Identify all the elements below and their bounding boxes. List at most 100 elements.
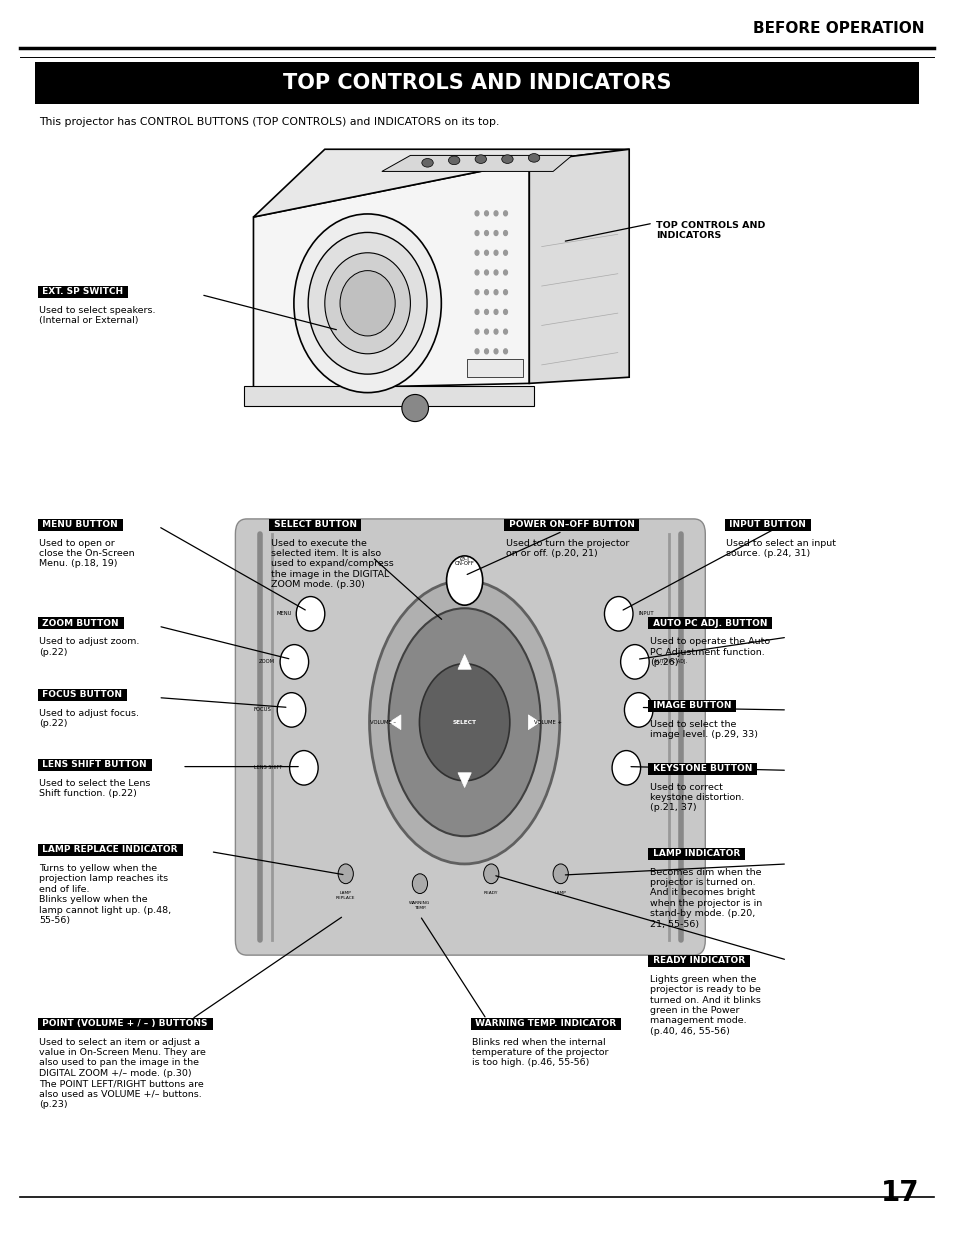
Text: FOCUS BUTTON: FOCUS BUTTON: [39, 690, 126, 699]
Text: LAMP INDICATOR: LAMP INDICATOR: [649, 850, 742, 858]
Ellipse shape: [296, 597, 324, 631]
Circle shape: [475, 330, 478, 335]
Circle shape: [475, 290, 478, 295]
Text: Used to select the Lens
Shift function. (p.22): Used to select the Lens Shift function. …: [39, 779, 151, 798]
Circle shape: [494, 251, 497, 256]
Ellipse shape: [624, 693, 652, 727]
Text: ZOOM: ZOOM: [259, 659, 275, 664]
Circle shape: [503, 310, 507, 315]
Ellipse shape: [448, 156, 459, 164]
Circle shape: [503, 231, 507, 236]
Circle shape: [475, 231, 478, 236]
Circle shape: [503, 251, 507, 256]
Ellipse shape: [620, 645, 648, 679]
Polygon shape: [457, 655, 471, 669]
Text: POWER ON–OFF BUTTON: POWER ON–OFF BUTTON: [505, 520, 637, 529]
Text: READY INDICATOR: READY INDICATOR: [649, 956, 747, 966]
Text: IMAGE BUTTON: IMAGE BUTTON: [649, 701, 734, 710]
Circle shape: [503, 211, 507, 216]
FancyBboxPatch shape: [34, 62, 919, 104]
Polygon shape: [253, 149, 629, 217]
Circle shape: [475, 348, 478, 353]
Text: Used to open or
close the On-Screen
Menu. (p.18, 19): Used to open or close the On-Screen Menu…: [39, 538, 135, 568]
Text: KEYSTONE: KEYSTONE: [646, 766, 673, 771]
Text: LAMP: LAMP: [555, 892, 566, 895]
Text: READY: READY: [483, 892, 497, 895]
Text: POINT (VOLUME + / – ) BUTTONS: POINT (VOLUME + / – ) BUTTONS: [39, 1019, 211, 1029]
Circle shape: [503, 330, 507, 335]
Text: Used to turn the projector
on or off. (p.20, 21): Used to turn the projector on or off. (p…: [505, 538, 628, 558]
Polygon shape: [253, 162, 529, 389]
Circle shape: [484, 368, 488, 373]
Polygon shape: [389, 715, 400, 730]
Text: Blinks red when the internal
temperature of the projector
is too high. (p.46, 55: Blinks red when the internal temperature…: [472, 1037, 608, 1067]
Circle shape: [484, 348, 488, 353]
Ellipse shape: [277, 693, 306, 727]
Text: Becomes dim when the
projector is turned on.
And it becomes bright
when the proj: Becomes dim when the projector is turned…: [649, 868, 761, 929]
Text: WARNING TEMP. INDICATOR: WARNING TEMP. INDICATOR: [472, 1019, 618, 1029]
Text: Lights green when the
projector is ready to be
turned on. And it blinks
green in: Lights green when the projector is ready…: [649, 974, 760, 1036]
Text: LAMP REPLACE INDICATOR: LAMP REPLACE INDICATOR: [39, 846, 181, 855]
Circle shape: [475, 310, 478, 315]
Circle shape: [503, 368, 507, 373]
FancyBboxPatch shape: [235, 519, 704, 955]
Ellipse shape: [528, 153, 539, 162]
Text: IMAGE: IMAGE: [658, 708, 675, 713]
Text: LENS SHIFT BUTTON: LENS SHIFT BUTTON: [39, 761, 150, 769]
Circle shape: [484, 251, 488, 256]
Circle shape: [494, 310, 497, 315]
Text: Used to operate the Auto
PC Adjustment function.
(p.26): Used to operate the Auto PC Adjustment f…: [649, 637, 769, 667]
Ellipse shape: [446, 556, 482, 605]
Circle shape: [475, 270, 478, 275]
Polygon shape: [467, 358, 522, 377]
Ellipse shape: [604, 597, 633, 631]
Text: LENS SHIFT: LENS SHIFT: [253, 766, 282, 771]
Ellipse shape: [308, 232, 427, 374]
Ellipse shape: [401, 394, 428, 421]
Circle shape: [484, 290, 488, 295]
Text: MENU: MENU: [275, 611, 292, 616]
Text: ON-OFF: ON-OFF: [455, 561, 474, 566]
Text: SELECT: SELECT: [452, 720, 476, 725]
Text: This projector has CONTROL BUTTONS (TOP CONTROLS) and INDICATORS on its top.: This projector has CONTROL BUTTONS (TOP …: [39, 117, 499, 127]
Text: Used to select an item or adjust a
value in On-Screen Menu. They are
also used t: Used to select an item or adjust a value…: [39, 1037, 206, 1109]
Circle shape: [494, 270, 497, 275]
Polygon shape: [528, 715, 539, 730]
Text: Used to adjust focus.
(p.22): Used to adjust focus. (p.22): [39, 709, 139, 729]
Circle shape: [484, 310, 488, 315]
Text: Turns to yellow when the
projection lamp reaches its
end of life.
Blinks yellow : Turns to yellow when the projection lamp…: [39, 864, 172, 925]
Ellipse shape: [612, 751, 639, 785]
Text: ZOOM BUTTON: ZOOM BUTTON: [39, 619, 122, 627]
Text: Used to adjust zoom.
(p.22): Used to adjust zoom. (p.22): [39, 637, 140, 657]
Text: INPUT BUTTON: INPUT BUTTON: [725, 520, 808, 529]
Circle shape: [503, 270, 507, 275]
Ellipse shape: [419, 663, 509, 781]
Circle shape: [494, 330, 497, 335]
Text: AUTO PC ADJ.: AUTO PC ADJ.: [653, 659, 686, 664]
Text: Used to select speakers.
(Internal or External): Used to select speakers. (Internal or Ex…: [39, 306, 155, 325]
Text: LAMP
REPLACE: LAMP REPLACE: [335, 892, 355, 899]
Ellipse shape: [294, 214, 441, 393]
Text: TOP CONTROLS AND INDICATORS: TOP CONTROLS AND INDICATORS: [282, 73, 671, 93]
Text: Used to execute the
selected item. It is also
used to expand/compress
the image : Used to execute the selected item. It is…: [271, 538, 393, 589]
Circle shape: [503, 290, 507, 295]
Ellipse shape: [337, 864, 353, 884]
Circle shape: [494, 231, 497, 236]
Text: INPUT: INPUT: [639, 611, 654, 616]
Text: 17: 17: [880, 1178, 919, 1207]
Text: FOCUS: FOCUS: [253, 708, 272, 713]
Ellipse shape: [412, 874, 427, 893]
Ellipse shape: [339, 270, 395, 336]
Ellipse shape: [280, 645, 309, 679]
Text: Ø–I: Ø–I: [459, 557, 469, 562]
Ellipse shape: [290, 751, 317, 785]
Text: VOLUME –: VOLUME –: [370, 720, 395, 725]
Ellipse shape: [388, 609, 540, 836]
Circle shape: [484, 270, 488, 275]
Ellipse shape: [483, 864, 498, 884]
Text: WARNING
TEMP.: WARNING TEMP.: [409, 900, 430, 909]
Circle shape: [494, 211, 497, 216]
Circle shape: [475, 251, 478, 256]
Text: Used to correct
keystone distortion.
(p.21, 37): Used to correct keystone distortion. (p.…: [649, 783, 743, 813]
Ellipse shape: [369, 580, 559, 864]
